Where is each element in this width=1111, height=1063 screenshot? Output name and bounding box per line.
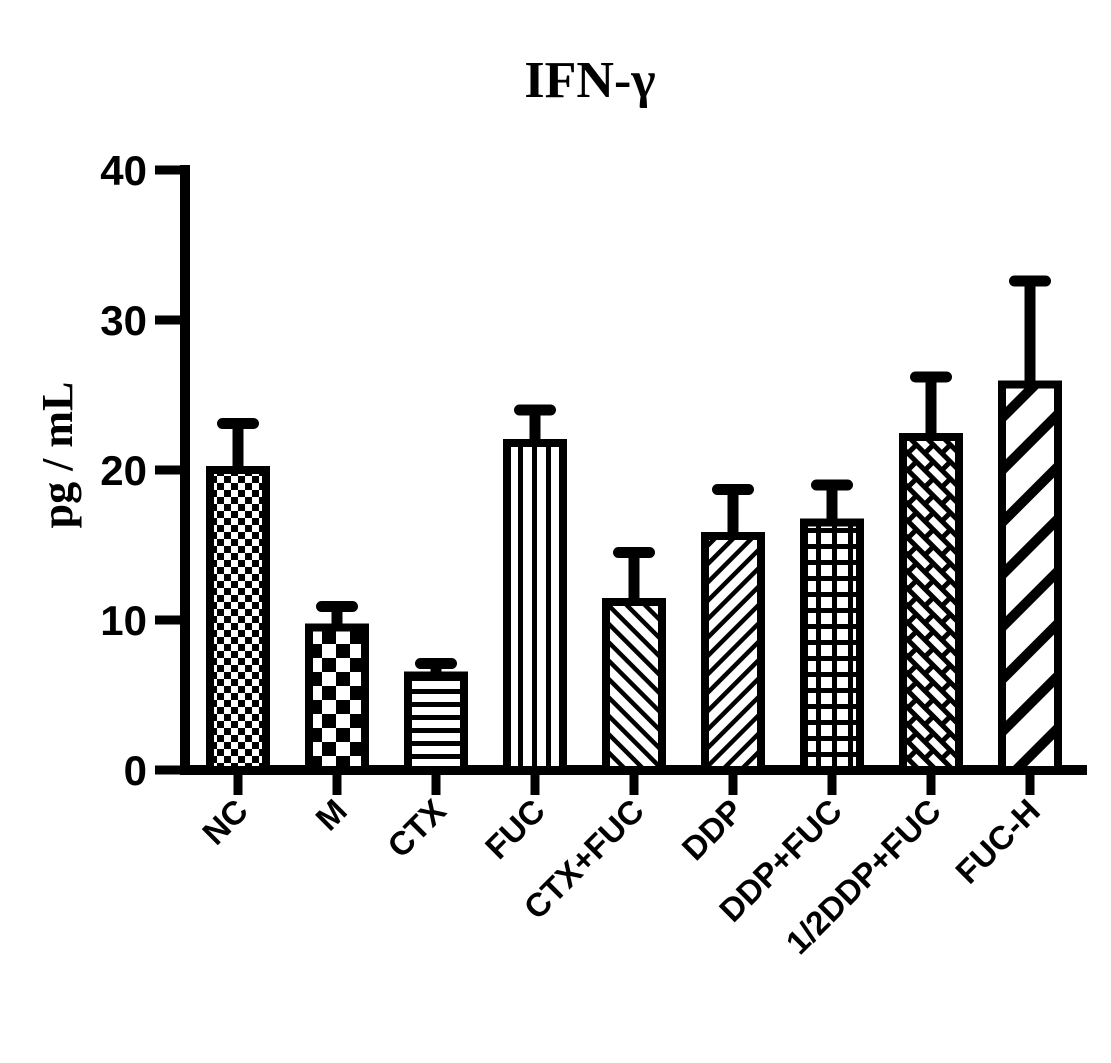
y-tick-label: 30 [100,297,147,344]
error-bar-cap [712,484,754,495]
x-tick-label-m: M [308,792,354,838]
bar-group-fuc-h: FUC-H [948,275,1062,891]
bar-group-ctx: CTX [380,658,468,865]
x-tick-label-fuc-h: FUC-H [948,792,1047,891]
y-tick [155,615,180,625]
bar-1-2ddp-fuc [899,433,963,774]
bar-ctx [404,671,468,774]
y-axis-line [180,165,190,775]
error-bar-cap [316,601,358,612]
y-tick-label: 0 [124,747,147,794]
y-tick-label: 40 [100,147,147,194]
error-bar-cap [415,658,457,669]
x-tick [926,775,936,795]
y-tick [155,465,180,475]
error-bar-stem [628,552,640,610]
bar-m [305,623,369,774]
x-tick-label-ddp: DDP [675,792,750,867]
x-tick [827,775,837,795]
bar-nc [206,466,270,774]
y-tick [155,765,180,775]
error-bar-stem [1024,281,1036,393]
error-bar-stem [925,377,937,445]
x-tick [332,775,342,795]
error-bar-cap [811,479,853,491]
x-tick [1025,775,1035,795]
bar-ddp-fuc [800,518,864,774]
error-bar-cap [1009,275,1051,287]
bar-group-nc: NC [195,418,270,852]
y-tick [155,165,180,175]
bar-ddp [701,532,765,774]
error-bar-stem [529,410,541,451]
y-tick [155,315,180,325]
error-bar-cap [910,371,952,383]
error-bar-cap [613,547,655,558]
bar-group-fuc: FUC [478,404,567,866]
x-tick [629,775,639,795]
x-tick [431,775,441,795]
bar-fuc-h [998,380,1062,774]
error-bar-stem [331,606,343,636]
x-tick [728,775,738,795]
error-bar-stem [727,489,739,544]
error-bar-stem [826,485,838,531]
y-tick-label: 20 [100,447,147,494]
bar-ctx-fuc [602,598,666,774]
x-tick [233,775,243,795]
chart-title: IFN-γ [524,52,655,109]
bar-group-m: M [305,601,369,838]
bar-fuc [503,439,567,774]
y-axis-label: pg / mL [33,382,82,529]
x-tick-label-nc: NC [195,792,255,852]
error-bar-cap [217,418,259,429]
x-tick-label-ctx: CTX [380,792,453,865]
error-bar-stem [232,423,244,478]
x-tick-label-fuc: FUC [478,792,552,866]
y-tick-label: 10 [100,597,147,644]
x-tick [530,775,540,795]
error-bar-cap [514,404,556,416]
bar-group-ddp: DDP [675,484,765,867]
